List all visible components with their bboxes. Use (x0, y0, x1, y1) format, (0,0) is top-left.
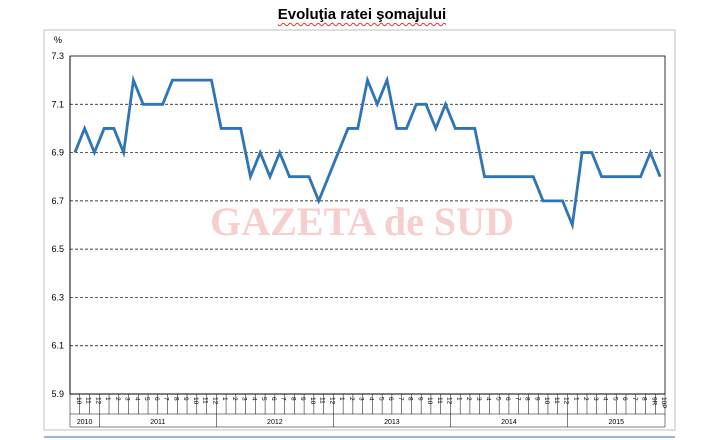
y-tick-label: 6.7 (51, 196, 64, 206)
chart-title-text: Evoluţia ratei şomajului (277, 6, 447, 23)
x-tick-label: 3 (358, 397, 365, 401)
year-label: 2011 (150, 419, 165, 426)
x-tick-label: 10P (660, 397, 667, 409)
y-tick-label: 7.1 (51, 99, 64, 109)
x-tick-label: 12 (94, 397, 101, 405)
x-tick-label: 4 (368, 397, 375, 401)
x-tick-labels: 10 11 12 1 2 3 4 5 6 7 8 9 10 11 12 1 2 3 4 5 6 7 8 9 10 11 12 1 2 3 4… (69, 394, 667, 414)
x-tick-label: 3 (475, 397, 482, 401)
chart-frame (43, 29, 676, 438)
series-layer (73, 74, 662, 231)
x-tick-label: 2 (231, 397, 238, 401)
x-tick-label: 10 (192, 397, 199, 405)
year-label: 2014 (501, 419, 517, 426)
y-tick-label: 6.1 (51, 341, 64, 351)
x-tick-label: 7 (514, 397, 521, 401)
x-tick-label: 8 (289, 397, 296, 401)
x-tick-label: 2 (348, 397, 355, 401)
x-tick-label: 7 (397, 397, 404, 401)
x-tick-label: 4 (133, 397, 140, 401)
year-label: 2012 (267, 419, 283, 426)
x-tick-label: 11 (202, 397, 209, 404)
y-tick-label: 6.3 (51, 292, 64, 302)
x-tick-label: 4 (602, 397, 609, 401)
x-tick-label: 1 (104, 397, 111, 401)
x-tick-label: 9 (533, 397, 540, 401)
x-tick-label: 6 (621, 397, 628, 401)
x-tick-label: 12 (563, 397, 570, 405)
x-tick-label: 9 (299, 397, 306, 401)
year-label: 2010 (77, 419, 93, 426)
series-line (73, 74, 662, 231)
axes (69, 56, 665, 395)
x-tick-label: 6 (504, 397, 511, 401)
x-tick-label: 8 (524, 397, 531, 401)
x-tick-label: 2 (582, 397, 589, 401)
year-labels: 2010 2011 2012 2013 2014 2015 (69, 413, 666, 428)
x-tick-label: 3 (124, 397, 131, 401)
outer-frame (43, 29, 676, 431)
x-tick-label: 11 (85, 397, 92, 404)
x-tick-label: 11 (553, 397, 560, 404)
x-tick-label: 9R (650, 397, 657, 406)
chart-title: Evoluţia ratei şomajului (0, 6, 724, 23)
x-tick-label: 3 (241, 397, 248, 401)
y-tick-label: 6.5 (51, 244, 64, 254)
x-tick-label: 10 (426, 397, 433, 405)
x-tick-label: 6 (270, 397, 277, 401)
x-tick-label: 2 (465, 397, 472, 401)
x-tick-label: 5 (494, 397, 501, 401)
x-tick-label: 7 (631, 397, 638, 401)
x-tick-label: 12 (211, 397, 218, 405)
year-label: 2015 (608, 419, 624, 426)
x-tick-label: 5 (143, 397, 150, 401)
x-tick-label: 11 (319, 397, 326, 404)
x-tick-label: 9 (182, 397, 189, 401)
x-tick-label: 6 (387, 397, 394, 401)
x-tick-label: 7 (280, 397, 287, 401)
y-tick-label: 5.9 (51, 389, 64, 399)
x-tick-label: 8 (172, 397, 179, 401)
x-tick-label: 11 (436, 397, 443, 404)
x-tick-label: 6 (153, 397, 160, 401)
watermark: GAZETA de SUD (210, 199, 514, 244)
y-axis-unit-label: % (54, 35, 62, 45)
x-tick-label: 3 (592, 397, 599, 401)
x-tick-label: 8 (641, 397, 648, 401)
x-tick-label: 9 (416, 397, 423, 401)
year-label: 2013 (384, 419, 400, 426)
x-tick-label: 4 (485, 397, 492, 401)
x-tick-label: 2 (114, 397, 121, 401)
x-tick-label: 1 (338, 397, 345, 401)
x-tick-label: 10 (543, 397, 550, 405)
x-tick-label: 5 (611, 397, 618, 401)
x-tick-label: 1 (455, 397, 462, 401)
x-tick-label: 7 (163, 397, 170, 401)
y-tick-labels: 7.3 7.1 6.9 6.7 6.5 6.3 6.1 5.9 (51, 51, 64, 399)
x-tick-label: 1 (572, 397, 579, 401)
x-tick-label: 1 (221, 397, 228, 401)
x-tick-label: 4 (250, 397, 257, 401)
y-tick-label: 7.3 (51, 51, 64, 61)
x-tick-label: 12 (446, 397, 453, 405)
x-tick-label: 8 (407, 397, 414, 401)
y-tick-label: 6.9 (51, 148, 64, 158)
x-tick-label: 10 (75, 397, 82, 405)
x-tick-label: 12 (328, 397, 335, 405)
x-tick-label: 5 (260, 397, 267, 401)
x-tick-label: 5 (377, 397, 384, 401)
x-tick-label: 10 (309, 397, 316, 405)
